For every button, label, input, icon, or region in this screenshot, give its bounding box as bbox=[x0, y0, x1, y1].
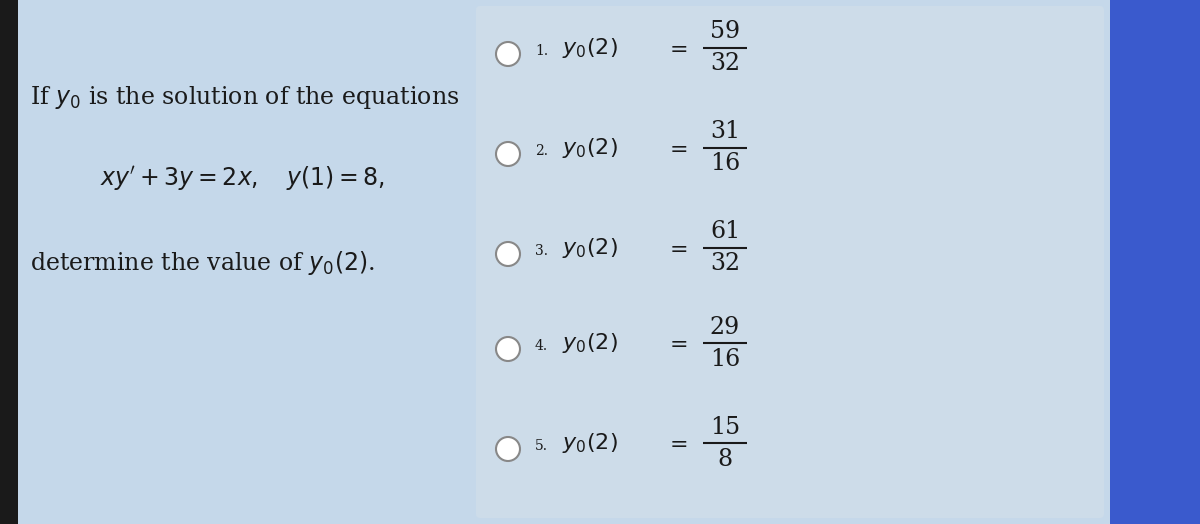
Text: determine the value of $y_0(2)$.: determine the value of $y_0(2)$. bbox=[30, 249, 374, 277]
Circle shape bbox=[496, 142, 520, 166]
Text: 3.: 3. bbox=[535, 244, 548, 258]
Text: 32: 32 bbox=[710, 253, 740, 276]
Circle shape bbox=[496, 437, 520, 461]
Text: $=$: $=$ bbox=[665, 332, 688, 354]
Text: 59: 59 bbox=[710, 20, 740, 43]
Circle shape bbox=[496, 242, 520, 266]
Bar bbox=[1110, 0, 1200, 524]
Text: 31: 31 bbox=[710, 121, 740, 144]
Text: 5.: 5. bbox=[535, 439, 548, 453]
Text: 16: 16 bbox=[710, 347, 740, 370]
Text: $y_0(2)$: $y_0(2)$ bbox=[562, 136, 618, 160]
Text: $y_0(2)$: $y_0(2)$ bbox=[562, 431, 618, 455]
Text: 8: 8 bbox=[718, 447, 732, 471]
Circle shape bbox=[496, 42, 520, 66]
Text: $=$: $=$ bbox=[665, 137, 688, 159]
Text: 16: 16 bbox=[710, 152, 740, 176]
Text: 29: 29 bbox=[710, 315, 740, 339]
Text: $y_0(2)$: $y_0(2)$ bbox=[562, 36, 618, 60]
FancyBboxPatch shape bbox=[476, 6, 1104, 518]
Text: 2.: 2. bbox=[535, 144, 548, 158]
Text: $=$: $=$ bbox=[665, 37, 688, 59]
Text: $=$: $=$ bbox=[665, 432, 688, 454]
Text: $y_0(2)$: $y_0(2)$ bbox=[562, 331, 618, 355]
Bar bbox=[0, 0, 18, 524]
Text: If $y_0$ is the solution of the equations: If $y_0$ is the solution of the equation… bbox=[30, 84, 460, 111]
Text: 32: 32 bbox=[710, 52, 740, 75]
Text: $=$: $=$ bbox=[665, 237, 688, 259]
Text: 15: 15 bbox=[710, 416, 740, 439]
Circle shape bbox=[496, 337, 520, 361]
Text: $xy' + 3y = 2x, \quad y(1) = 8,$: $xy' + 3y = 2x, \quad y(1) = 8,$ bbox=[100, 164, 385, 193]
Text: $y_0(2)$: $y_0(2)$ bbox=[562, 236, 618, 260]
Text: 1.: 1. bbox=[535, 44, 548, 58]
Text: 4.: 4. bbox=[535, 339, 548, 353]
Text: 61: 61 bbox=[710, 221, 740, 244]
